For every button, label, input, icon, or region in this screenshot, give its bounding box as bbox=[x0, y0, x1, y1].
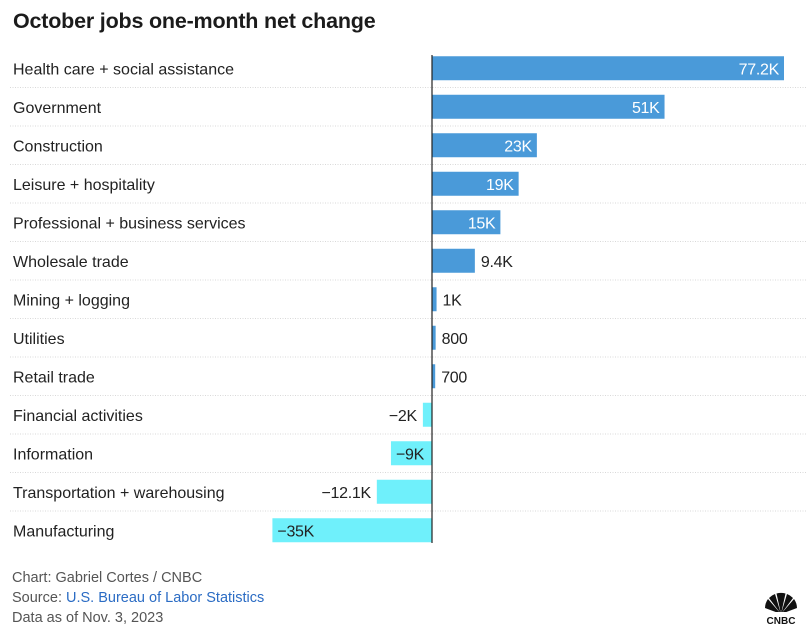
value-label-leisure-hospitality: 19K bbox=[486, 177, 514, 194]
bar-wholesale-trade bbox=[432, 248, 475, 273]
bar-construction bbox=[432, 133, 537, 158]
category-label-wholesale-trade: Wholesale trade bbox=[13, 254, 129, 271]
bar-mining-logging bbox=[432, 287, 437, 312]
value-label-information: −9K bbox=[396, 446, 425, 463]
category-label-health-care-social-assistance: Health care + social assistance bbox=[13, 61, 234, 78]
category-label-financial-activities: Financial activities bbox=[13, 408, 143, 425]
chart-title: October jobs one-month net change bbox=[13, 9, 376, 33]
bar-manufacturing bbox=[272, 518, 432, 543]
value-label-manufacturing: −35K bbox=[277, 523, 314, 540]
category-label-construction: Construction bbox=[13, 138, 103, 155]
value-label-transportation-warehousing: −12.1K bbox=[321, 485, 371, 502]
value-label-health-care-social-assistance: 77.2K bbox=[739, 61, 780, 78]
bar-utilities bbox=[432, 325, 436, 350]
chart-source: Source: U.S. Bureau of Labor Statistics bbox=[12, 588, 264, 608]
value-label-government: 51K bbox=[632, 100, 660, 117]
bar-leisure-hospitality bbox=[432, 171, 519, 196]
bar-information bbox=[390, 441, 432, 466]
value-label-retail-trade: 700 bbox=[441, 369, 467, 386]
value-label-utilities: 800 bbox=[442, 331, 468, 348]
value-label-financial-activities: −2K bbox=[389, 408, 418, 425]
category-label-leisure-hospitality: Leisure + hospitality bbox=[13, 177, 155, 194]
category-label-mining-logging: Mining + logging bbox=[13, 292, 130, 309]
bar-financial-activities bbox=[422, 402, 432, 427]
category-label-government: Government bbox=[13, 100, 102, 117]
bar-retail-trade bbox=[432, 364, 436, 389]
value-label-professional-business-services: 15K bbox=[468, 215, 496, 232]
category-label-utilities: Utilities bbox=[13, 331, 65, 348]
value-label-construction: 23K bbox=[504, 138, 532, 155]
value-label-mining-logging: 1K bbox=[443, 292, 463, 309]
nbc-peacock-icon bbox=[764, 592, 798, 614]
value-label-wholesale-trade: 9.4K bbox=[481, 254, 513, 271]
category-label-retail-trade: Retail trade bbox=[13, 369, 95, 386]
source-prefix: Source: bbox=[12, 590, 66, 606]
chart-footer: Chart: Gabriel Cortes / CNBC Source: U.S… bbox=[12, 568, 264, 628]
category-label-transportation-warehousing: Transportation + warehousing bbox=[13, 485, 225, 502]
cnbc-logo: CNBC bbox=[764, 592, 798, 626]
bar-health-care-social-assistance bbox=[432, 56, 784, 81]
category-label-professional-business-services: Professional + business services bbox=[13, 215, 246, 232]
bar-chart: Health care + social assistance 77.2K Gove… bbox=[10, 55, 806, 543]
bar-transportation-warehousing bbox=[376, 479, 432, 504]
category-label-manufacturing: Manufacturing bbox=[13, 523, 114, 540]
category-label-information: Information bbox=[13, 446, 93, 463]
bar-government bbox=[432, 94, 665, 119]
chart-credit: Chart: Gabriel Cortes / CNBC bbox=[12, 570, 203, 586]
data-date: Data as of Nov. 3, 2023 bbox=[12, 610, 164, 626]
bar-professional-business-services bbox=[432, 210, 501, 235]
logo-text: CNBC bbox=[767, 616, 796, 626]
source-link[interactable]: U.S. Bureau of Labor Statistics bbox=[66, 590, 265, 606]
